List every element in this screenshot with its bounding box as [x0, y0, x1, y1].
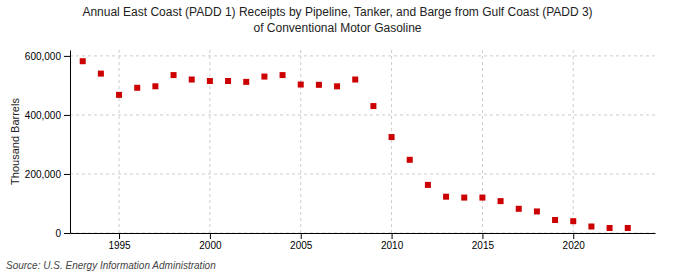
- tick-label: 2005: [290, 240, 313, 251]
- point: [243, 79, 249, 85]
- tick-mark: [392, 233, 393, 239]
- point: [261, 74, 267, 80]
- tick-label: 2010: [381, 240, 404, 251]
- point: [588, 224, 594, 230]
- tick: 0: [55, 228, 70, 239]
- tick: 1995: [108, 233, 131, 251]
- point: [570, 218, 576, 224]
- title: Annual East Coast (PADD 1) Receipts by P…: [82, 5, 592, 19]
- tick-label: 600,000: [25, 51, 62, 62]
- point: [425, 182, 431, 188]
- point: [625, 225, 631, 231]
- tick-mark: [482, 233, 483, 239]
- grid-line: [70, 114, 655, 115]
- tick: 2000: [199, 233, 222, 251]
- tick-mark: [119, 233, 120, 239]
- tick-mark: [64, 56, 70, 57]
- axis-line: [70, 51, 71, 234]
- point: [298, 82, 304, 88]
- tick-mark: [210, 233, 211, 239]
- y-axis: 0 200,000 400,000 600,000: [25, 51, 71, 239]
- tick: 2020: [563, 233, 586, 251]
- point: [443, 194, 449, 200]
- point: [370, 103, 376, 109]
- tick-label: 2020: [563, 240, 586, 251]
- tick-label: 200,000: [25, 169, 62, 180]
- tick: 2005: [290, 233, 313, 251]
- tick: 200,000: [25, 169, 70, 180]
- tick: 2015: [472, 233, 495, 251]
- points: [80, 58, 631, 231]
- point: [225, 78, 231, 84]
- point: [152, 83, 158, 89]
- point: [98, 71, 104, 77]
- point: [134, 85, 140, 91]
- tick-label: 400,000: [25, 110, 62, 121]
- axis-line: [71, 233, 656, 234]
- point: [189, 77, 195, 83]
- point: [534, 208, 540, 214]
- point: [461, 195, 467, 201]
- point: [334, 83, 340, 89]
- grid-line: [70, 55, 655, 56]
- point: [498, 198, 504, 204]
- grid-line: [70, 173, 655, 174]
- tick-label: 0: [55, 228, 61, 239]
- x-axis: 1995 2000 2005 2010 2015 2020: [71, 233, 656, 251]
- plot: 1995 2000 2005 2010 2015 2020 0 200,000 400,000 6…: [25, 50, 656, 251]
- tick: 400,000: [25, 110, 70, 121]
- annotation: Source: U.S. Energy Information Administ…: [6, 260, 216, 271]
- point: [352, 77, 358, 83]
- grid: [70, 50, 655, 233]
- chart: Annual East Coast (PADD 1) Receipts by P…: [0, 0, 675, 275]
- point: [389, 134, 395, 140]
- point: [280, 72, 286, 78]
- point: [516, 206, 522, 212]
- tick-mark: [573, 233, 574, 239]
- point: [80, 58, 86, 64]
- grid-line: [209, 50, 210, 233]
- grid-line: [391, 50, 392, 233]
- point: [407, 157, 413, 163]
- point: [116, 92, 122, 98]
- point: [207, 78, 213, 84]
- tick-label: 2000: [199, 240, 222, 251]
- tick: 2010: [381, 233, 404, 251]
- point: [552, 217, 558, 223]
- grid-line: [573, 50, 574, 233]
- tick-mark: [301, 233, 302, 239]
- grid-line: [119, 50, 120, 233]
- grid-line: [300, 50, 301, 233]
- y-axis-label: Thousand Barrels: [9, 98, 21, 185]
- tick-mark: [64, 174, 70, 175]
- grid-line: [482, 50, 483, 233]
- grid-line: [70, 233, 655, 234]
- tick-label: 2015: [472, 240, 495, 251]
- point: [171, 72, 177, 78]
- point: [316, 82, 322, 88]
- subtitle: of Conventional Motor Gasoline: [253, 21, 421, 35]
- tick-mark: [64, 233, 70, 234]
- tick-mark: [64, 115, 70, 116]
- point: [607, 225, 613, 231]
- point: [479, 195, 485, 201]
- tick: 600,000: [25, 51, 70, 62]
- tick-label: 1995: [108, 240, 131, 251]
